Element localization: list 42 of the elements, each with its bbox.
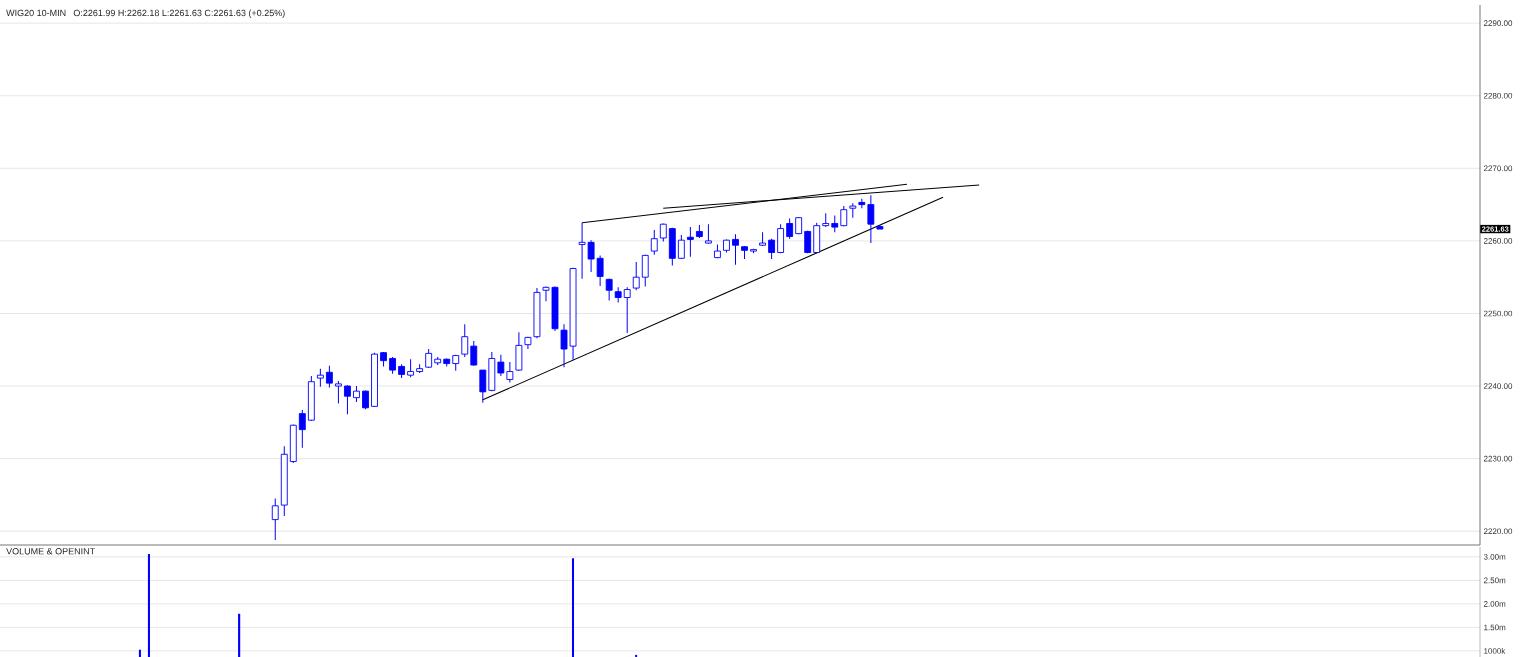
candlestick xyxy=(867,194,875,244)
y-tick-label: 1.50m xyxy=(1484,624,1506,631)
candlestick xyxy=(659,222,667,243)
candlestick xyxy=(407,358,415,378)
y-tick-label: 2280.00 xyxy=(1483,92,1513,99)
y-tick-label: 2270.00 xyxy=(1483,165,1513,172)
candlestick xyxy=(506,361,514,383)
candlestick xyxy=(650,229,658,256)
candlestick xyxy=(325,365,333,388)
candlestick xyxy=(732,233,739,266)
candlestick xyxy=(632,261,640,291)
candlestick xyxy=(497,354,505,377)
candlestick xyxy=(768,238,776,260)
candlestick xyxy=(271,498,279,541)
candlestick xyxy=(316,368,324,388)
chart-title: VOLUME & OPENINT xyxy=(6,548,95,555)
y-tick-label: 3.00m xyxy=(1483,554,1506,560)
y-tick-label: 2260.00 xyxy=(1483,238,1513,244)
y-tick-label: 2250.00 xyxy=(1483,310,1513,317)
candlestick xyxy=(479,369,487,404)
candlestick xyxy=(344,384,351,415)
y-tick-label: 2290.00 xyxy=(1483,20,1513,26)
candlestick xyxy=(686,226,694,258)
chart-title: WIG20 10-MIN xyxy=(6,9,66,17)
candlestick xyxy=(298,409,306,449)
y-tick-label: 2240.00 xyxy=(1483,383,1513,389)
candlestick xyxy=(641,254,649,288)
candlestick xyxy=(362,389,369,410)
candlestick xyxy=(777,223,785,254)
candlestick xyxy=(334,380,342,404)
y-tick-label: 2230.00 xyxy=(1483,455,1513,462)
y-tick-label: 2.00m xyxy=(1483,601,1506,607)
y-tick-label: 2220.00 xyxy=(1483,528,1513,535)
candlestick xyxy=(704,223,712,245)
y-tick-label: 2.50m xyxy=(1483,577,1506,584)
chart-subtitle: O:2261.99 H:2262.18 L:2261.63 C:2261.63 (+0.25%) xyxy=(73,9,285,18)
candlestick xyxy=(786,217,794,240)
candlestick xyxy=(623,286,631,334)
y-tick-label: 1000k xyxy=(1484,647,1506,654)
candlestick xyxy=(470,340,478,367)
candlestick xyxy=(425,348,433,369)
candlestick xyxy=(461,323,469,358)
